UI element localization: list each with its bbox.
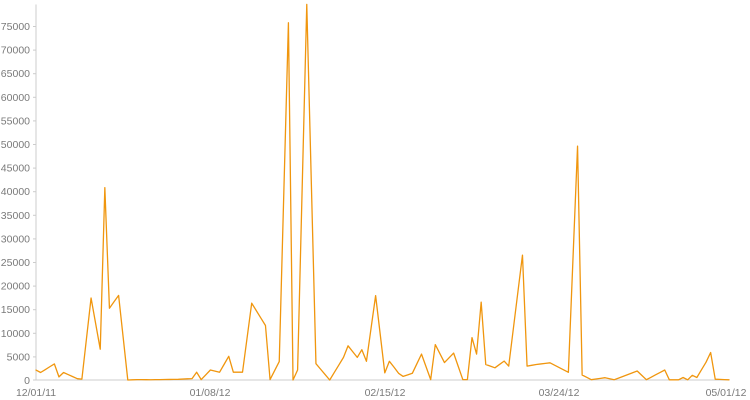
svg-text:70000: 70000: [1, 45, 30, 57]
svg-text:45000: 45000: [1, 163, 30, 175]
svg-text:55000: 55000: [1, 115, 30, 127]
svg-text:65000: 65000: [1, 68, 30, 80]
svg-text:40000: 40000: [1, 186, 30, 198]
svg-text:75000: 75000: [1, 21, 30, 33]
svg-text:35000: 35000: [1, 210, 30, 222]
svg-text:02/15/12: 02/15/12: [365, 387, 406, 399]
svg-text:03/24/12: 03/24/12: [539, 387, 580, 399]
svg-text:05/01/12: 05/01/12: [706, 387, 747, 399]
svg-text:60000: 60000: [1, 92, 30, 104]
svg-text:25000: 25000: [1, 257, 30, 269]
svg-text:10000: 10000: [1, 328, 30, 340]
svg-text:30000: 30000: [1, 233, 30, 245]
svg-text:5000: 5000: [7, 351, 31, 363]
svg-text:20000: 20000: [1, 281, 30, 293]
svg-text:01/08/12: 01/08/12: [190, 387, 231, 399]
svg-text:12/01/11: 12/01/11: [16, 387, 56, 399]
svg-text:0: 0: [24, 375, 30, 387]
svg-text:50000: 50000: [1, 139, 30, 151]
svg-text:15000: 15000: [1, 304, 30, 316]
